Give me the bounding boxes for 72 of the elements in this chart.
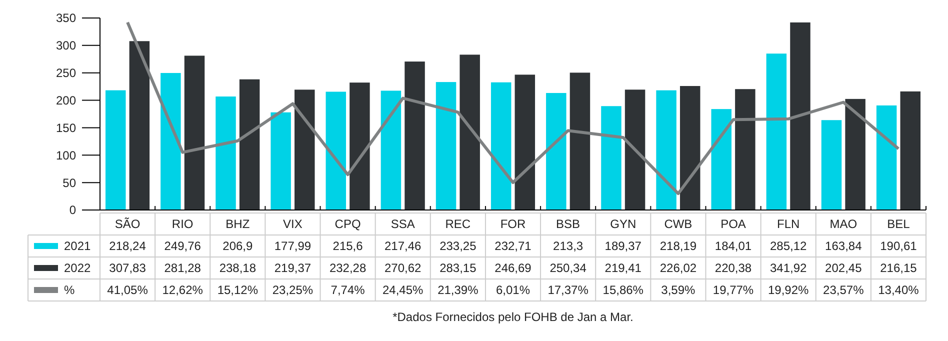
data-label: 246,69 <box>494 261 532 276</box>
y-tick-label: 0 <box>69 203 76 218</box>
x-tick-label: BHZ <box>226 217 250 232</box>
x-tick-label: SÃO <box>114 217 140 232</box>
data-label: 249,76 <box>164 239 202 254</box>
data-label: 184,01 <box>714 239 752 254</box>
data-label: 189,37 <box>604 239 642 254</box>
x-tick-label: BSB <box>556 217 580 232</box>
data-label: 19,77% <box>712 283 754 298</box>
y-tick-label: 150 <box>56 120 76 135</box>
data-label: 21,39% <box>438 283 479 298</box>
data-label: 232,28 <box>329 261 366 276</box>
data-label: 19,92% <box>768 283 810 298</box>
data-label: 3,59% <box>661 283 696 298</box>
x-tick-label: RIO <box>172 217 194 232</box>
legend-label: % <box>64 283 75 298</box>
data-label: 217,46 <box>384 239 422 254</box>
data-label: 218,19 <box>660 239 697 254</box>
data-label: 206,9 <box>222 239 254 254</box>
data-label: 163,84 <box>825 239 862 254</box>
data-label: 219,37 <box>274 261 312 276</box>
data-label: 23,25% <box>272 283 314 298</box>
y-tick-label: 100 <box>56 148 76 162</box>
data-label: 12,62% <box>162 283 204 298</box>
data-label: 307,83 <box>109 261 146 276</box>
data-label: 341,92 <box>770 261 808 276</box>
x-tick-label: FLN <box>776 217 800 232</box>
data-label: 13,40% <box>878 283 920 298</box>
x-tick-label: MAO <box>830 217 858 232</box>
data-label: 7,74% <box>330 283 366 298</box>
data-label: 233,25 <box>440 239 477 254</box>
data-label: 226,02 <box>660 261 697 276</box>
data-label: 213,3 <box>553 239 584 254</box>
legend-label: 2021 <box>64 239 92 254</box>
data-label: 202,45 <box>825 261 862 276</box>
data-label: 219,41 <box>604 261 642 276</box>
y-tick-label: 300 <box>56 38 76 53</box>
data-label: 17,37% <box>548 283 589 298</box>
x-tick-label: POA <box>720 217 746 232</box>
data-label: 6,01% <box>496 283 530 298</box>
data-label: 215,6 <box>332 239 364 254</box>
data-label: 24,45% <box>382 283 424 298</box>
x-tick-label: CWB <box>664 217 692 232</box>
y-tick-label: 250 <box>56 66 76 80</box>
data-label: 250,34 <box>550 261 587 276</box>
data-label: 216,15 <box>880 261 918 276</box>
data-label: 218,24 <box>109 239 146 254</box>
y-tick-label: 50 <box>62 176 76 190</box>
x-tick-label: VIX <box>283 217 302 232</box>
x-tick-label: BEL <box>887 217 910 232</box>
data-label: 15,86% <box>602 283 644 298</box>
data-label: 270,62 <box>384 261 422 276</box>
text: *Dados Fornecidos pelo FOHB de Jan a Mar. <box>392 310 634 324</box>
data-label: 15,12% <box>217 283 258 298</box>
data-label: 220,38 <box>714 261 752 276</box>
x-tick-label: FOR <box>500 217 526 232</box>
data-label: 232,71 <box>494 239 532 254</box>
x-tick-label: SSA <box>390 217 415 232</box>
data-label: 285,12 <box>770 239 808 254</box>
data-label: 190,61 <box>880 239 918 254</box>
y-tick-label: 350 <box>56 11 76 26</box>
data-label: 283,15 <box>440 261 477 276</box>
x-tick-label: CPQ <box>334 217 361 232</box>
data-label: 281,28 <box>164 261 202 276</box>
x-tick-label: GYN <box>610 217 636 232</box>
data-label: 238,18 <box>219 261 256 276</box>
data-label: 177,99 <box>274 239 312 254</box>
legend-label: 2022 <box>64 261 92 276</box>
data-label: 41,05% <box>107 283 148 298</box>
x-tick-label: REC <box>445 217 471 232</box>
data-label: 23,57% <box>823 283 864 298</box>
y-tick-label: 200 <box>56 93 76 108</box>
